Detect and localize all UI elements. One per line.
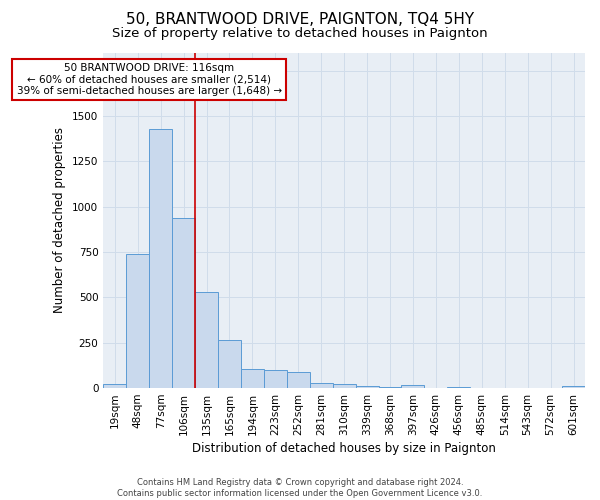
Bar [172, 218, 195, 388]
Bar [149, 128, 172, 388]
Bar [195, 292, 218, 388]
Bar [264, 370, 287, 388]
X-axis label: Distribution of detached houses by size in Paignton: Distribution of detached houses by size … [192, 442, 496, 455]
Bar [332, 384, 356, 388]
Bar [448, 387, 470, 388]
Bar [126, 254, 149, 388]
Bar [401, 386, 424, 388]
Text: Contains HM Land Registry data © Crown copyright and database right 2024.
Contai: Contains HM Land Registry data © Crown c… [118, 478, 482, 498]
Bar [356, 386, 379, 388]
Bar [562, 386, 585, 388]
Text: Size of property relative to detached houses in Paignton: Size of property relative to detached ho… [112, 28, 488, 40]
Bar [379, 387, 401, 388]
Bar [287, 372, 310, 388]
Y-axis label: Number of detached properties: Number of detached properties [53, 128, 67, 314]
Bar [103, 384, 126, 388]
Bar [310, 382, 332, 388]
Bar [218, 340, 241, 388]
Text: 50, BRANTWOOD DRIVE, PAIGNTON, TQ4 5HY: 50, BRANTWOOD DRIVE, PAIGNTON, TQ4 5HY [126, 12, 474, 28]
Text: 50 BRANTWOOD DRIVE: 116sqm
← 60% of detached houses are smaller (2,514)
39% of s: 50 BRANTWOOD DRIVE: 116sqm ← 60% of deta… [17, 63, 282, 96]
Bar [241, 369, 264, 388]
